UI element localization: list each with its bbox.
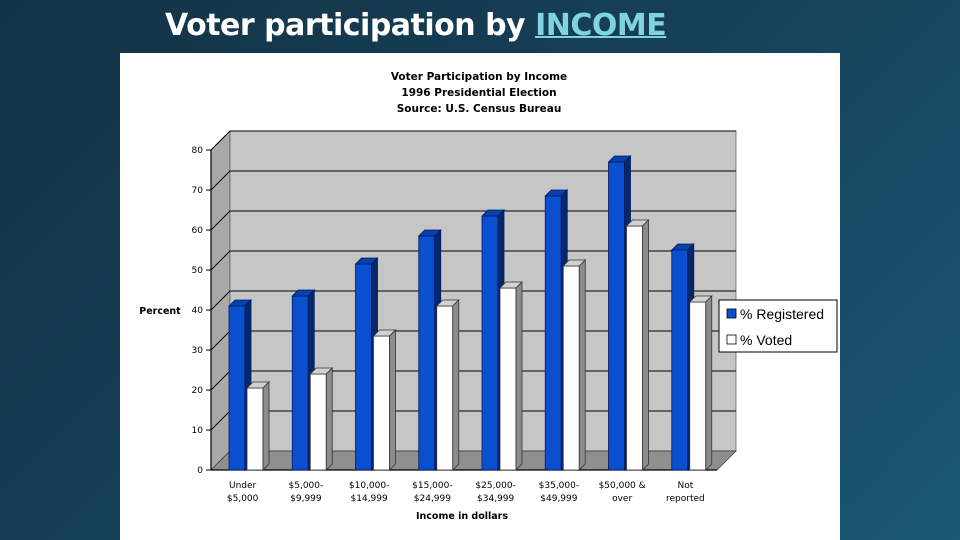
bar-registered[interactable] [481,215,499,471]
x-category-label: $5,000 [227,494,259,504]
x-category-label: $49,999 [540,494,577,504]
y-tick-label: 50 [192,266,204,276]
bar-voted[interactable] [373,335,390,471]
slide-title-link[interactable]: INCOME [535,8,667,43]
bar-side-face [389,329,396,471]
x-category-label: $5,000- [289,481,324,491]
bar-voted[interactable] [436,305,454,471]
y-tick-label: 60 [192,226,204,236]
bar-side-face [515,281,523,471]
slide-title: Voter participation by INCOME [165,4,667,48]
gridline [210,130,736,151]
y-tick-label: 10 [192,426,204,436]
bar-registered[interactable] [291,295,309,471]
x-category-label: $24,999 [414,494,451,504]
x-category-label: $35,000- [539,481,579,491]
bar-registered[interactable] [228,305,246,471]
x-category-label: $14,999 [351,494,388,504]
chart-panel: Voter Participation by Income 1996 Presid… [120,53,840,540]
bar-voted[interactable] [689,301,707,471]
y-tick-label: 0 [197,466,203,476]
y-tick-label: 40 [192,306,204,316]
gridline [210,170,736,191]
x-category-label: $34,999 [477,494,514,504]
y-tick-label: 70 [192,186,204,196]
x-category-label: over [612,494,632,504]
bar-side-face [452,299,460,471]
chart-floor [210,450,737,471]
bar-voted[interactable] [499,287,517,471]
y-axis-label: Percent [139,306,181,317]
legend-label: % Registered [740,306,824,322]
y-tick-label: 80 [192,146,204,156]
x-category-label: $50,000 & [599,481,646,491]
legend-swatch [726,334,737,345]
bar-registered[interactable] [544,195,562,471]
legend-label: % Voted [740,332,792,348]
chart-title-line: Source: U.S. Census Bureau [397,103,562,115]
bar-side-face [578,259,586,471]
bar-side-face [705,295,713,471]
y-tick-label: 20 [192,386,204,396]
x-category-label: $15,000- [412,481,452,491]
bar-chart: Voter Participation by Income 1996 Presid… [139,71,838,522]
x-category-label: Under [229,481,257,491]
bar-voted[interactable] [562,265,580,471]
bar-side-face [262,381,270,471]
bar-voted[interactable] [309,373,327,471]
bar-registered[interactable] [418,235,436,471]
legend-box [718,299,838,353]
bar-side-face [642,219,649,471]
bar-registered[interactable] [355,263,372,471]
x-category-label: reported [666,494,705,504]
chart-title-line: 1996 Presidential Election [401,87,556,99]
y-tick-label: 30 [192,346,204,356]
legend-swatch [726,308,737,319]
bar-registered[interactable] [671,249,689,471]
x-category-label: $9,999 [290,494,322,504]
bar-side-face [325,367,333,471]
x-category-label: $25,000- [475,481,515,491]
x-category-label: $10,000- [349,481,389,491]
bar-voted[interactable] [246,387,264,471]
bar-registered[interactable] [608,161,625,471]
bar-voted[interactable] [626,225,643,471]
slide-title-text: Voter participation by [165,8,536,43]
x-category-label: Not [677,481,693,491]
chart-title-line: Voter Participation by Income [391,71,567,83]
x-axis-label: Income in dollars [416,511,508,522]
